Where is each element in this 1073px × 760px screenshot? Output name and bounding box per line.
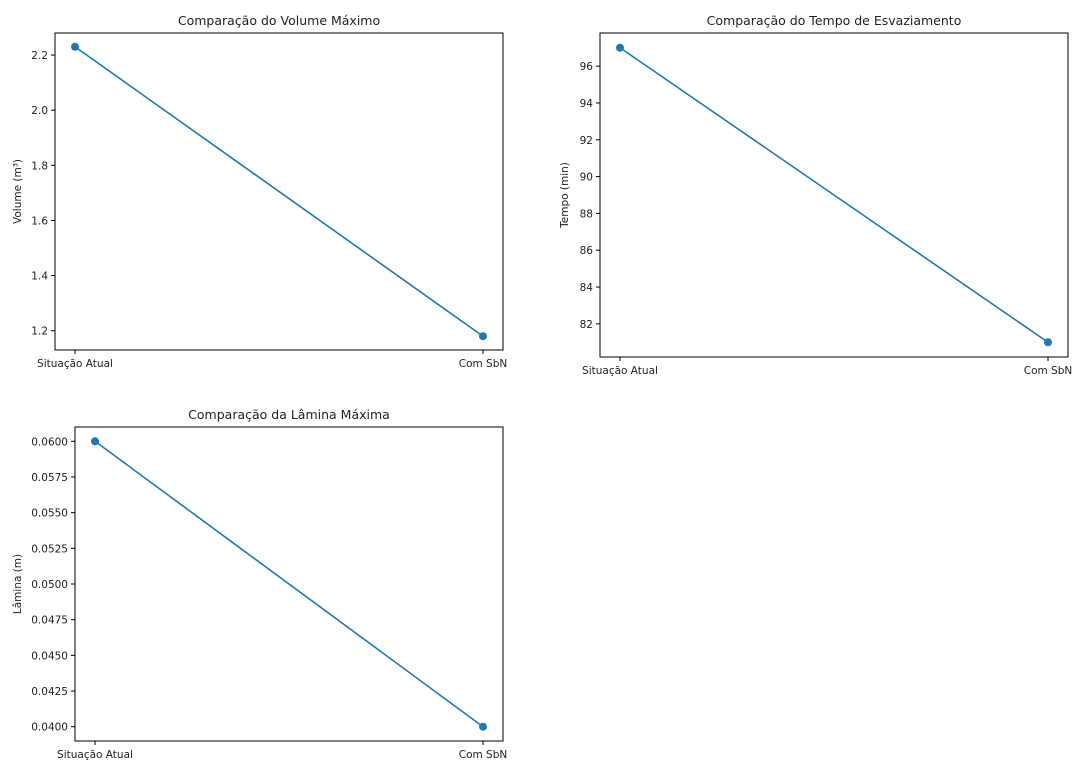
y-tick-label: 1.8 [31, 160, 48, 172]
chart-title: Comparação do Volume Máximo [178, 13, 380, 28]
data-point [71, 42, 79, 51]
y-tick-label: 1.4 [31, 271, 48, 283]
series-line [94, 440, 484, 728]
data-point [479, 722, 487, 731]
y-tick-label: 1.6 [31, 215, 48, 227]
y-tick-label: 0.0400 [31, 722, 68, 734]
chart-title: Comparação do Tempo de Esvaziamento [707, 13, 962, 28]
data-point [616, 43, 624, 52]
data-point [1044, 338, 1052, 347]
x-tick-label: Situação Atual [37, 358, 113, 370]
axes-frame [54, 32, 504, 351]
x-tick-label: Com SbN [459, 749, 508, 760]
y-tick-label: 88 [580, 208, 593, 220]
x-tick-label: Com SbN [1024, 365, 1073, 377]
y-tick-label: 86 [580, 245, 594, 257]
y-tick-label: 0.0425 [31, 686, 68, 698]
series-line [619, 47, 1049, 343]
axes-frame [599, 32, 1069, 358]
y-axis-label: Volume (m³) [12, 159, 24, 224]
x-tick-label: Com SbN [459, 358, 508, 370]
y-tick-label: 1.2 [31, 326, 48, 338]
series-line [74, 46, 484, 337]
y-tick-label: 0.0475 [31, 615, 68, 627]
chart-lamina: Comparação da Lâmina Máxima Lâmina (m) 0… [12, 407, 507, 760]
y-tick-label: 0.0600 [31, 436, 68, 448]
y-tick-label: 94 [580, 98, 594, 110]
data-point [91, 437, 99, 446]
y-tick-label: 82 [580, 319, 593, 331]
plot-area: 82 84 86 88 90 92 94 96 Situação Atual Com SbN [580, 32, 1073, 377]
y-axis-label: Lâmina (m) [12, 554, 24, 614]
x-tick-label: Situação Atual [57, 749, 133, 760]
y-tick-label: 96 [580, 61, 594, 73]
chart-volume: Comparação do Volume Máximo Volume (m³) … [12, 13, 507, 370]
plot-area: 0.0400 0.0425 0.0450 0.0475 0.0500 0.0525 0.05… [31, 426, 508, 760]
chart-title: Comparação da Lâmina Máxima [188, 407, 390, 422]
y-tick-label: 92 [580, 135, 593, 147]
y-tick-label: 0.0550 [31, 508, 68, 520]
y-tick-label: 0.0525 [31, 543, 68, 555]
y-tick-label: 0.0450 [31, 650, 68, 662]
y-axis-label: Tempo (min) [559, 162, 571, 229]
x-tick-label: Situação Atual [582, 365, 658, 377]
y-tick-label: 90 [580, 172, 593, 184]
data-point [479, 332, 487, 341]
y-tick-label: 2.0 [31, 105, 48, 117]
y-tick-label: 84 [580, 282, 594, 294]
chart-tempo: Comparação do Tempo de Esvaziamento Temp… [559, 13, 1072, 377]
y-tick-label: 0.0575 [31, 472, 68, 484]
y-tick-label: 0.0500 [31, 579, 68, 591]
plot-area: 1.2 1.4 1.6 1.8 2.0 2.2 Situação Atual Com SbN [31, 32, 508, 370]
y-tick-label: 2.2 [31, 50, 48, 62]
